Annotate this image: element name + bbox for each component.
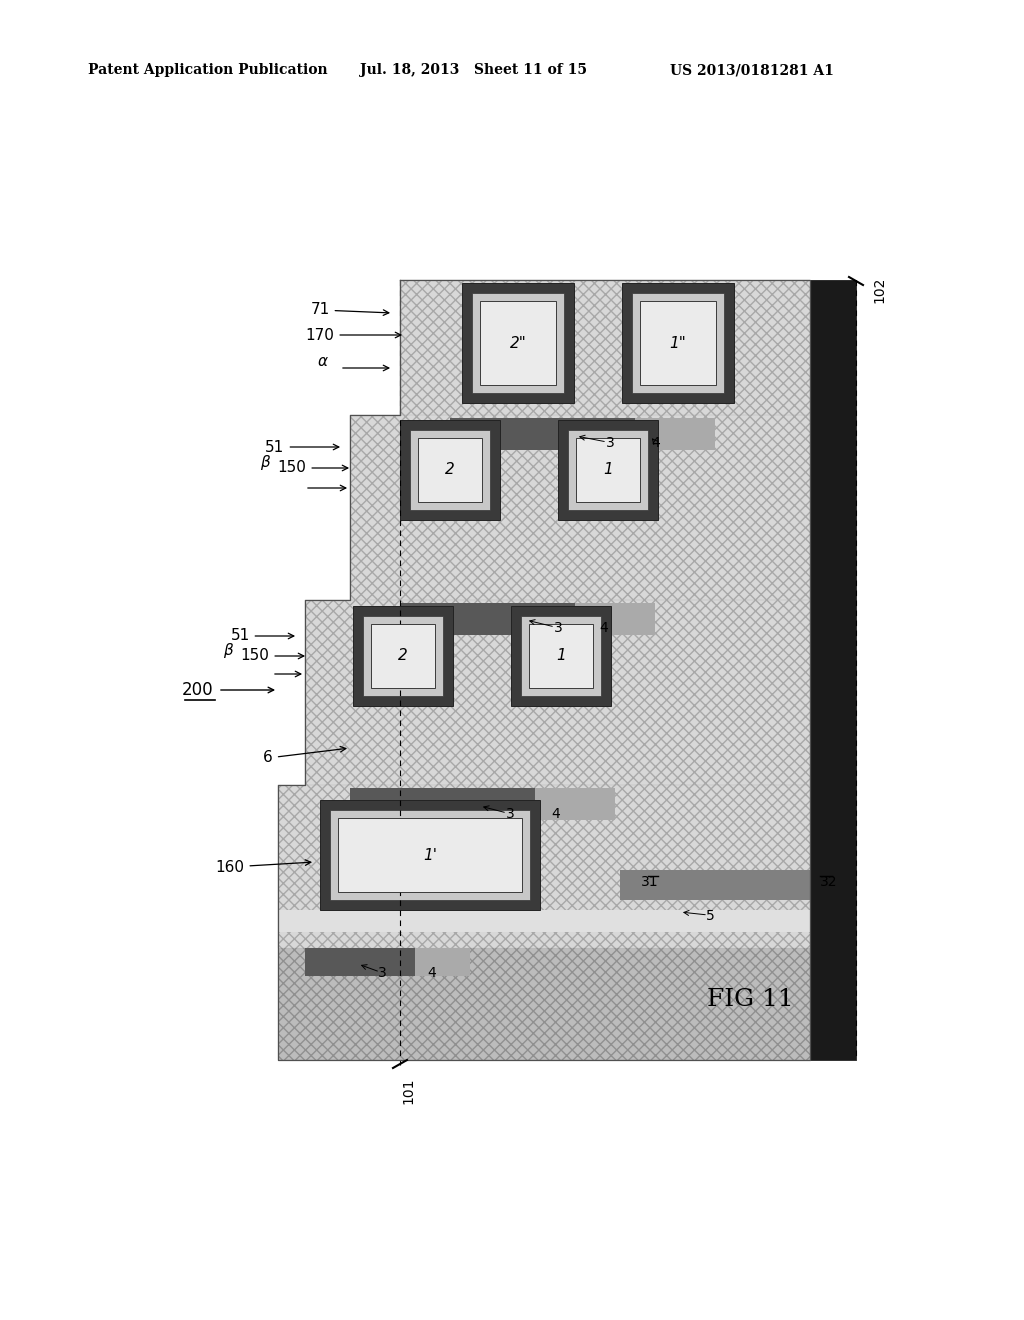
Bar [400, 280, 810, 414]
Bar [622, 282, 734, 403]
Bar [350, 414, 810, 601]
Bar [575, 603, 655, 635]
Bar [400, 603, 575, 635]
Bar [810, 280, 856, 1060]
Text: 200: 200 [182, 681, 214, 700]
Text: FIG 11: FIG 11 [707, 989, 794, 1011]
Bar [305, 601, 810, 785]
Bar [353, 606, 453, 706]
Bar [400, 420, 500, 520]
Text: 31: 31 [641, 875, 658, 888]
Text: β: β [223, 643, 232, 657]
Text: 4: 4 [651, 436, 660, 450]
Text: 160: 160 [215, 859, 311, 874]
Bar [568, 430, 648, 510]
Text: 3: 3 [554, 620, 562, 635]
Bar [558, 420, 658, 520]
Bar [415, 948, 470, 975]
Text: 3: 3 [506, 807, 514, 821]
Text: 32: 32 [820, 875, 838, 888]
Bar [575, 438, 640, 502]
Text: 1: 1 [603, 462, 613, 478]
Bar [330, 810, 530, 900]
Text: 5: 5 [706, 909, 715, 923]
Text: 2: 2 [398, 648, 408, 664]
Bar [511, 606, 611, 706]
Bar [278, 909, 810, 932]
Polygon shape [278, 280, 810, 1060]
Bar [529, 624, 593, 688]
Bar [305, 948, 415, 975]
Bar [632, 293, 724, 393]
Bar [521, 616, 601, 696]
Bar [319, 800, 540, 909]
Text: 1: 1 [556, 648, 566, 664]
Bar [350, 414, 810, 601]
Text: 3: 3 [605, 436, 614, 450]
Text: US 2013/0181281 A1: US 2013/0181281 A1 [670, 63, 834, 77]
Bar [350, 788, 535, 820]
Text: 4: 4 [600, 620, 608, 635]
Bar [635, 418, 715, 450]
Text: 6: 6 [263, 746, 346, 766]
Text: 51: 51 [230, 628, 294, 644]
Text: Patent Application Publication: Patent Application Publication [88, 63, 328, 77]
Text: 150: 150 [241, 648, 304, 664]
Bar [480, 301, 556, 385]
Bar [620, 870, 810, 900]
Text: 4: 4 [428, 966, 436, 979]
Text: 2": 2" [510, 335, 526, 351]
Bar [410, 430, 490, 510]
Text: β: β [260, 454, 270, 470]
Bar [400, 280, 810, 414]
Text: 4: 4 [552, 807, 560, 821]
Text: 101: 101 [401, 1078, 415, 1105]
Bar [535, 788, 615, 820]
Bar [362, 616, 443, 696]
Text: α: α [318, 355, 328, 370]
Bar [450, 418, 635, 450]
Text: 2: 2 [445, 462, 455, 478]
Text: 51: 51 [265, 440, 339, 454]
Bar [338, 818, 522, 892]
Text: 1': 1' [423, 847, 437, 862]
Text: 3: 3 [378, 966, 386, 979]
Bar [462, 282, 574, 403]
Text: 170: 170 [305, 327, 400, 342]
Text: Jul. 18, 2013   Sheet 11 of 15: Jul. 18, 2013 Sheet 11 of 15 [360, 63, 587, 77]
Text: 102: 102 [872, 277, 886, 304]
Bar [472, 293, 564, 393]
Bar [640, 301, 716, 385]
Text: 71: 71 [310, 302, 389, 318]
Bar [278, 785, 810, 948]
Bar [371, 624, 435, 688]
Text: 1": 1" [670, 335, 686, 351]
Bar [418, 438, 482, 502]
Bar [278, 785, 810, 948]
Text: 150: 150 [278, 461, 348, 475]
Bar [305, 601, 810, 785]
